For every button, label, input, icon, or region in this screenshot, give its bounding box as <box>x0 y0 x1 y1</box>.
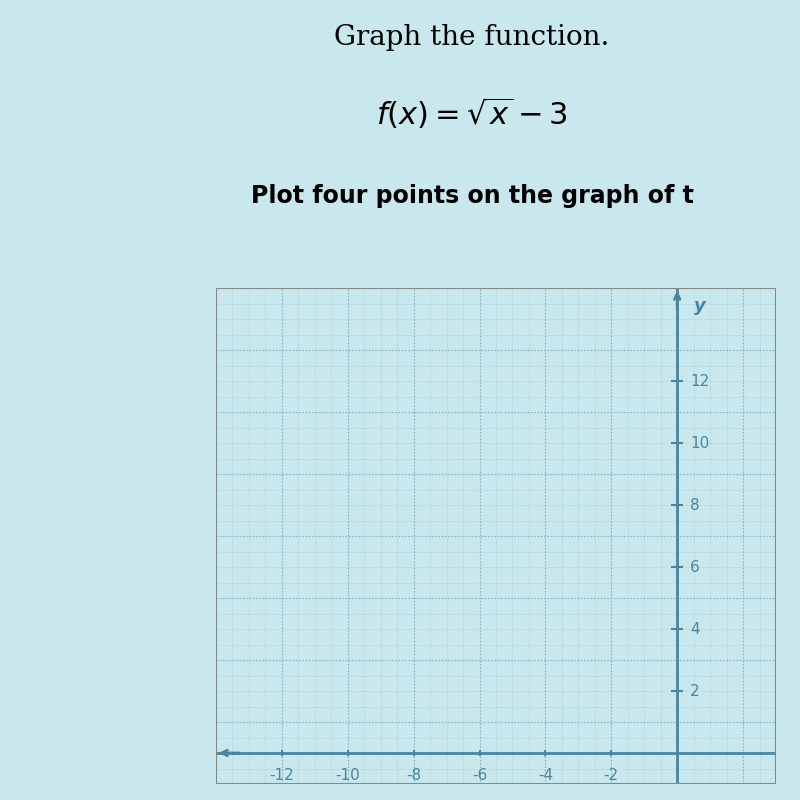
Text: 6: 6 <box>690 559 700 574</box>
Text: -6: -6 <box>472 769 487 783</box>
Text: Graph the function.: Graph the function. <box>334 24 610 51</box>
Bar <box>216 288 776 784</box>
Text: -12: -12 <box>270 769 294 783</box>
Text: -2: -2 <box>604 769 619 783</box>
Text: 10: 10 <box>690 435 710 450</box>
Text: -10: -10 <box>335 769 360 783</box>
Text: $f(x) = \sqrt{x} - 3$: $f(x) = \sqrt{x} - 3$ <box>376 96 568 132</box>
Text: y: y <box>694 298 706 315</box>
Text: 2: 2 <box>690 683 700 698</box>
Text: Plot four points on the graph of t: Plot four points on the graph of t <box>250 184 694 208</box>
Text: -4: -4 <box>538 769 553 783</box>
Text: 12: 12 <box>690 374 710 389</box>
Text: -8: -8 <box>406 769 422 783</box>
Text: 8: 8 <box>690 498 700 513</box>
Text: 4: 4 <box>690 622 700 637</box>
